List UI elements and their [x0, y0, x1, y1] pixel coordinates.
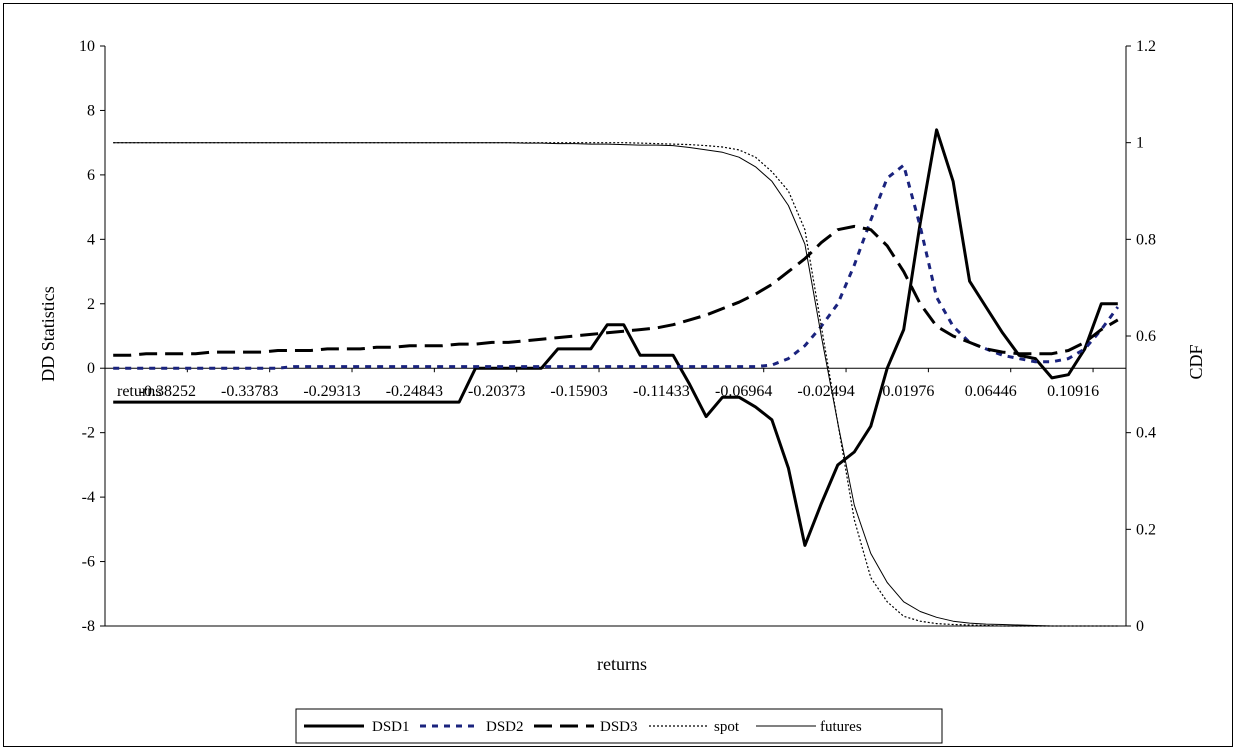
legend-label-spot: spot: [714, 719, 740, 735]
y-left-tick-label: 4: [87, 231, 95, 248]
legend-items: DSD1 DSD2 DSD3 spot futures: [304, 719, 862, 735]
x-tick-label: 0.01976: [882, 383, 934, 400]
x-tick-label: -0.38252: [139, 383, 196, 400]
x-tick-label: -0.15903: [550, 383, 607, 400]
chart-svg: -8-6-4-2024681000.20.40.60.811.2returns-…: [38, 38, 1206, 744]
legend-label-futures: futures: [820, 719, 862, 735]
y-left-tick-label: 2: [87, 296, 95, 313]
x-tick-label: 0.06446: [965, 383, 1017, 400]
series-line-futures: [113, 142, 1118, 627]
legend-label-dsd3: DSD3: [600, 719, 638, 735]
y-right-tick-label: 0.6: [1136, 328, 1156, 345]
legend-box: [295, 708, 943, 744]
x-tick-label: -0.02494: [797, 383, 854, 400]
legend-label-dsd1: DSD1: [372, 719, 410, 735]
y-left-tick-label: 0: [87, 360, 95, 377]
x-tick-label: -0.29313: [303, 383, 360, 400]
x-tick-label: -0.11433: [633, 383, 690, 400]
y-left-tick-label: -4: [82, 489, 95, 506]
y-left-tick-label: -2: [82, 425, 95, 442]
y-left-tick-label: -6: [82, 554, 95, 571]
legend-label-dsd2: DSD2: [486, 719, 524, 735]
y-right-tick-label: 0: [1136, 618, 1144, 635]
y-axis-left-title: DD Statistics: [38, 286, 58, 382]
y-left-tick-label: 6: [87, 167, 95, 184]
x-tick-label: returns: [117, 383, 161, 400]
legend: DSD1 DSD2 DSD3 spot futures: [295, 708, 943, 744]
y-left-tick-label: -8: [82, 618, 95, 635]
y-axis-right-title: CDF: [1186, 344, 1206, 379]
y-left-tick-label: 10: [79, 38, 95, 55]
y-right-tick-label: 0.4: [1136, 425, 1156, 442]
y-left-tick-label: 8: [87, 102, 95, 119]
series-line-dsd3: [113, 224, 1119, 357]
plot-layer: -8-6-4-2024681000.20.40.60.811.2returns-…: [79, 38, 1156, 635]
x-tick-label: -0.33783: [221, 383, 278, 400]
series-line-dsd1: [113, 128, 1118, 547]
y-right-tick-label: 1: [1136, 135, 1144, 152]
chart-area: -8 -6 -4 -2 0 2 4 6 8 10 0 0.2 0.4 0.6 0.8 1 1.2 returns -…: [3, 3, 1233, 747]
y-right-tick-label: 0.8: [1136, 231, 1156, 248]
x-axis-title: returns: [597, 654, 647, 674]
x-tick-label: 0.10916: [1047, 383, 1099, 400]
x-tick-label: -0.20373: [468, 383, 525, 400]
y-right-tick-label: 1.2: [1136, 38, 1156, 55]
series-line-dsd2: [113, 163, 1120, 370]
x-tick-label: -0.24843: [386, 383, 443, 400]
y-right-tick-label: 0.2: [1136, 521, 1156, 538]
